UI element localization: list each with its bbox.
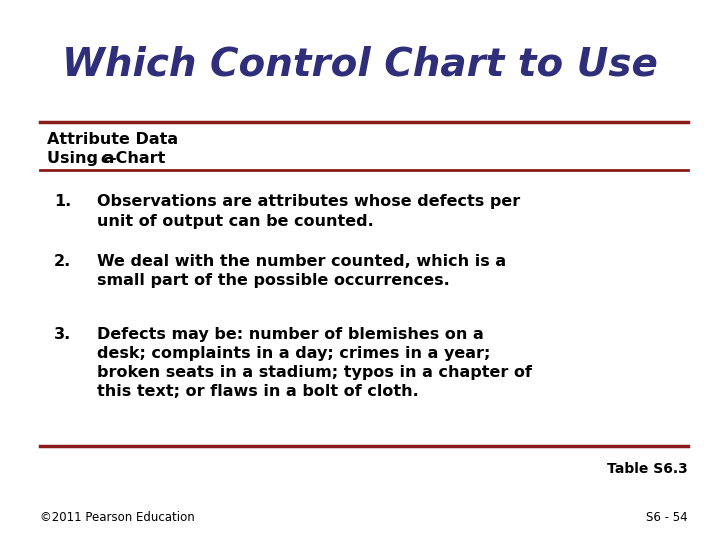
Text: c: c (101, 151, 110, 166)
Text: We deal with the number counted, which is a
small part of the possible occurrenc: We deal with the number counted, which i… (97, 254, 506, 288)
Text: 3.: 3. (54, 327, 71, 342)
Text: Table S6.3: Table S6.3 (607, 462, 688, 476)
Text: Attribute Data: Attribute Data (47, 132, 178, 147)
Text: Which Control Chart to Use: Which Control Chart to Use (62, 46, 658, 84)
Text: 1.: 1. (54, 194, 71, 210)
Text: ©2011 Pearson Education: ©2011 Pearson Education (40, 511, 194, 524)
Text: -Chart: -Chart (109, 151, 165, 166)
Text: Observations are attributes whose defects per
unit of output can be counted.: Observations are attributes whose defect… (97, 194, 521, 228)
Text: Using a: Using a (47, 151, 120, 166)
Text: 2.: 2. (54, 254, 71, 269)
Text: S6 - 54: S6 - 54 (646, 511, 688, 524)
Text: Defects may be: number of blemishes on a
desk; complaints in a day; crimes in a : Defects may be: number of blemishes on a… (97, 327, 532, 399)
